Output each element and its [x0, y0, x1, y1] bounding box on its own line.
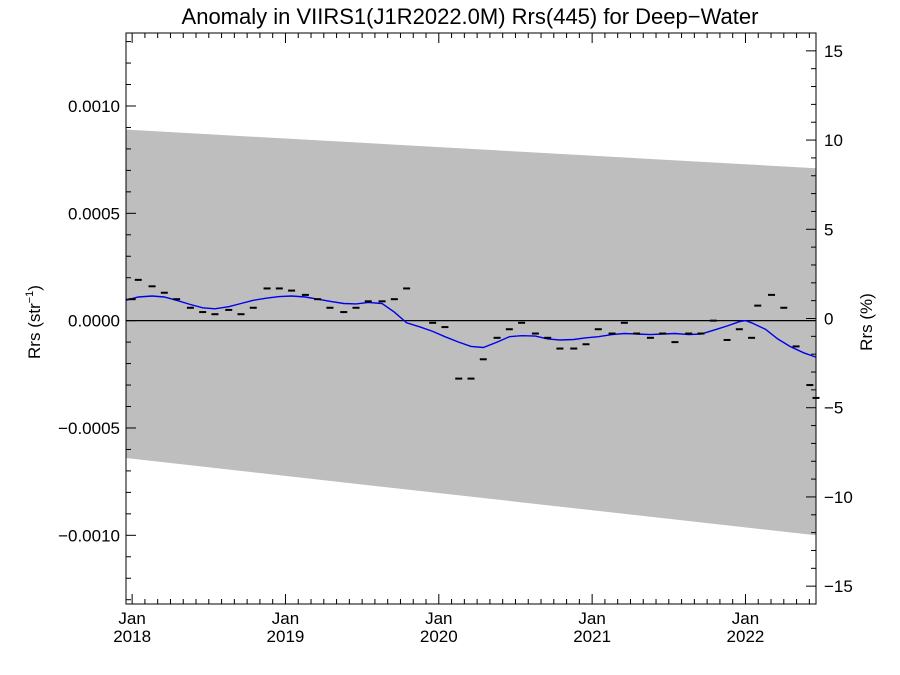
- y-axis-label-superscript: −1: [24, 291, 36, 304]
- smoothed-series-line: [125, 295, 817, 358]
- y-tick-label-left: −0.0010: [58, 526, 120, 545]
- y-tick-label-right: −10: [824, 488, 853, 507]
- y-tick-label-right: −5: [824, 399, 843, 418]
- chart-title: Anomaly in VIIRS1(J1R2022.0M) Rrs(445) f…: [182, 4, 759, 29]
- y-tick-label-right: 10: [824, 131, 843, 150]
- y-axis-label-close: ): [25, 285, 44, 291]
- y-tick-label-left: 0.0000: [68, 312, 120, 331]
- x-tick-label-year: 2019: [267, 627, 305, 646]
- x-tick-label-month: Jan: [425, 609, 452, 628]
- x-tick-label-year: 2021: [573, 627, 611, 646]
- y-tick-label-left: 0.0005: [68, 204, 120, 223]
- x-tick-label-month: Jan: [732, 609, 759, 628]
- uncertainty-band-layer: [126, 129, 816, 536]
- y-axis-label-left: Rrs (str−1): [24, 285, 44, 359]
- x-tick-label-year: 2020: [420, 627, 458, 646]
- smoothed-series-layer: [125, 295, 817, 358]
- y-axis-label-main: Rrs (str: [25, 303, 44, 359]
- x-tick-label-month: Jan: [578, 609, 605, 628]
- x-tick-label-year: 2018: [113, 627, 151, 646]
- y-tick-label-right: −15: [824, 577, 853, 596]
- y-tick-label-right: 15: [824, 42, 843, 61]
- uncertainty-band: [126, 129, 816, 536]
- y-axis-label-right: Rrs (%): [857, 293, 876, 351]
- axis-ticks-layer: Jan2018Jan2019Jan2020Jan2021Jan20220.001…: [58, 32, 853, 646]
- x-tick-label-month: Jan: [272, 609, 299, 628]
- x-tick-label-month: Jan: [118, 609, 145, 628]
- y-tick-label-left: 0.0010: [68, 97, 120, 116]
- monthly-points-layer: [128, 278, 820, 399]
- y-tick-label-left: −0.0005: [58, 419, 120, 438]
- y-tick-label-right: 5: [824, 220, 833, 239]
- y-tick-label-right: 0: [824, 310, 833, 329]
- x-tick-label-year: 2022: [727, 627, 765, 646]
